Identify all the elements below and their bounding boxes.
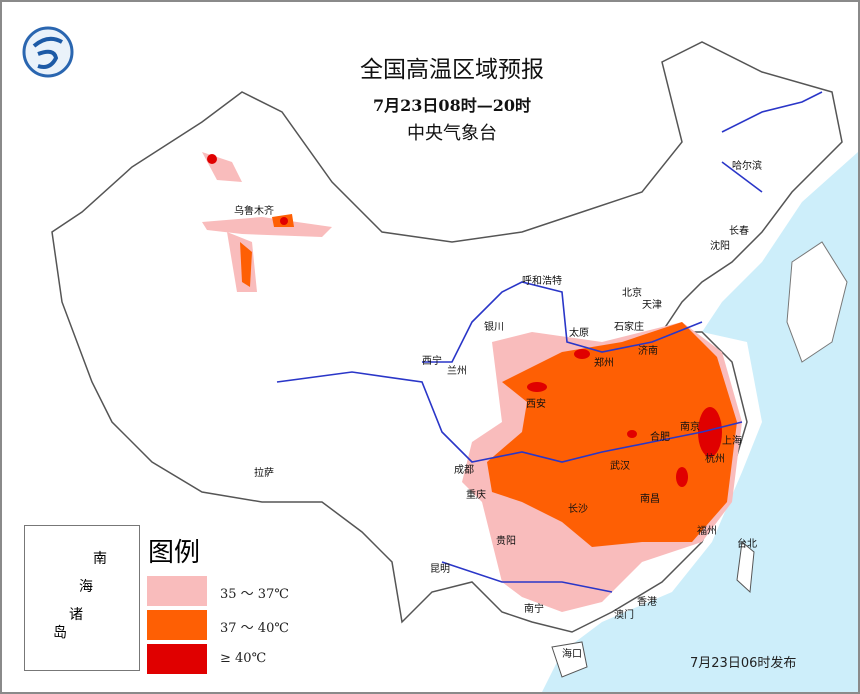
city-label: 呼和浩特 [522, 276, 562, 287]
legend-label: 37 ～ 40℃ [220, 621, 289, 636]
city-label: 武汉 [610, 461, 630, 472]
legend-label: 35 ～ 37℃ [220, 587, 289, 602]
city-label: 南宁 [524, 604, 544, 615]
city-label: 乌鲁木齐 [234, 206, 274, 217]
city-label: 重庆 [466, 490, 486, 501]
city-label: 拉萨 [254, 468, 274, 479]
inset-label: 诸 [69, 607, 83, 623]
inset-label: 海 [79, 579, 93, 595]
city-label: 福州 [697, 526, 717, 537]
inset-label: 岛 [53, 625, 67, 641]
city-label: 澳门 [614, 610, 634, 621]
taiwan [736, 541, 755, 594]
korea-land [786, 241, 848, 363]
map-subtitle: 7月23日08时—20时 [373, 96, 531, 115]
city-label: 南昌 [640, 494, 660, 505]
city-label: 兰州 [447, 366, 467, 377]
legend-title: 图例 [148, 538, 201, 568]
city-label: 郑州 [594, 358, 614, 369]
city-label: 天津 [642, 300, 662, 311]
south-china-sea-inset: 南 海 诸 岛 [24, 525, 140, 671]
city-label: 西安 [526, 399, 546, 410]
city-label: 台北 [737, 539, 757, 550]
inset-label: 南 [93, 551, 107, 567]
city-label: 上海 [722, 436, 742, 447]
city-label: 杭州 [705, 454, 725, 465]
map-title: 全国高温区域预报 [360, 57, 544, 83]
city-label: 成都 [454, 465, 474, 476]
sea [542, 152, 858, 692]
city-label: 石家庄 [614, 322, 644, 333]
rivers [276, 91, 823, 593]
city-label: 济南 [638, 346, 658, 357]
legend-swatch-37-40 [147, 610, 207, 640]
heat-40-plus [207, 154, 722, 487]
city-label: 太原 [569, 328, 589, 339]
city-label: 南京 [680, 422, 700, 433]
city-label: 长春 [729, 226, 749, 237]
city-label: 北京 [622, 288, 642, 299]
agency-name: 中央气象台 [407, 123, 497, 144]
cma-logo-icon [22, 26, 74, 78]
legend-label: ≥ 40℃ [220, 651, 267, 666]
city-label: 香港 [637, 597, 657, 608]
legend-swatch-35-37 [147, 576, 207, 606]
city-label: 哈尔滨 [732, 161, 762, 172]
city-label: 贵阳 [496, 536, 516, 547]
city-label: 海口 [562, 649, 582, 660]
heat-37-40 [240, 214, 737, 547]
city-label: 沈阳 [710, 241, 730, 252]
city-label: 长沙 [568, 504, 588, 515]
issue-time: 7月23日06时发布 [690, 656, 797, 671]
legend-swatch-40-plus [147, 644, 207, 674]
city-label: 西宁 [422, 356, 442, 367]
city-label: 昆明 [430, 564, 450, 575]
city-label: 合肥 [650, 432, 670, 443]
city-label: 银川 [484, 322, 504, 333]
hainan [551, 641, 588, 678]
